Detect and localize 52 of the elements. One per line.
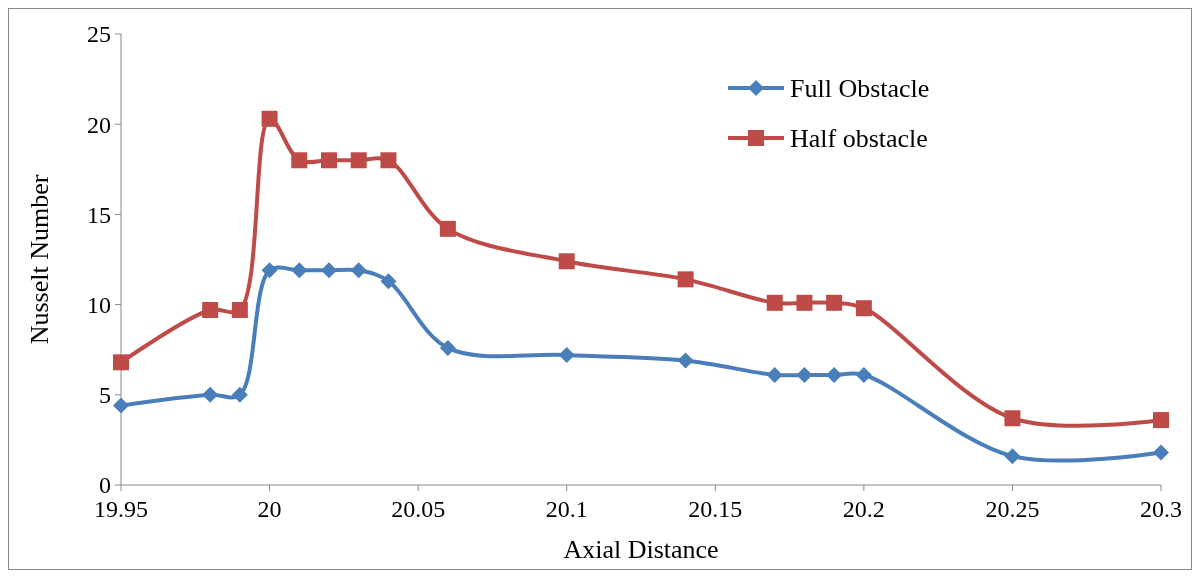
x-tick-label: 20.05 xyxy=(391,496,446,522)
point xyxy=(261,110,278,127)
y-tick-label: 10 xyxy=(87,292,111,318)
point xyxy=(113,354,129,371)
x-tick-label: 20.15 xyxy=(688,496,743,522)
point xyxy=(826,366,843,383)
point xyxy=(1004,448,1021,465)
point xyxy=(1004,410,1021,427)
y-tick-label: 20 xyxy=(87,111,111,138)
point xyxy=(766,366,783,383)
point xyxy=(380,152,397,169)
point xyxy=(350,152,367,169)
point xyxy=(291,152,308,169)
point xyxy=(350,262,367,279)
point xyxy=(558,253,575,270)
point xyxy=(677,271,694,288)
point xyxy=(855,300,872,317)
point xyxy=(439,220,456,237)
legend-label: Full Obstacle xyxy=(790,74,930,104)
y-tick-label: 5 xyxy=(99,382,111,409)
point xyxy=(796,294,813,311)
point xyxy=(113,397,129,414)
y-tick-label: 0 xyxy=(99,472,111,499)
x-tick-label: 20.25 xyxy=(985,496,1040,522)
x-tick-label: 19.95 xyxy=(94,496,148,522)
y-axis-title: Nusselt Number xyxy=(25,174,54,345)
point xyxy=(261,262,278,279)
point xyxy=(231,302,248,319)
point xyxy=(291,262,308,279)
x-tick-label: 20.3 xyxy=(1140,496,1182,522)
x-tick-label: 20 xyxy=(257,496,282,522)
point xyxy=(1153,412,1169,429)
point xyxy=(380,273,397,290)
point xyxy=(321,262,337,279)
y-tick-label: 15 xyxy=(87,201,111,228)
point xyxy=(826,294,843,311)
point xyxy=(766,294,783,311)
point xyxy=(202,386,219,403)
point xyxy=(321,152,337,169)
point xyxy=(231,386,248,403)
point xyxy=(855,366,872,383)
point xyxy=(677,352,694,369)
y-tick-label: 25 xyxy=(87,21,111,48)
x-tick-label: 20.1 xyxy=(545,496,588,522)
point xyxy=(439,339,456,356)
point xyxy=(202,302,219,319)
legend-label: Half obstacle xyxy=(790,124,928,154)
x-tick-label: 20.2 xyxy=(842,496,885,522)
x-axis-title: Axial Distance xyxy=(563,535,719,564)
point xyxy=(558,347,575,364)
point xyxy=(796,366,813,383)
point xyxy=(1153,444,1169,461)
